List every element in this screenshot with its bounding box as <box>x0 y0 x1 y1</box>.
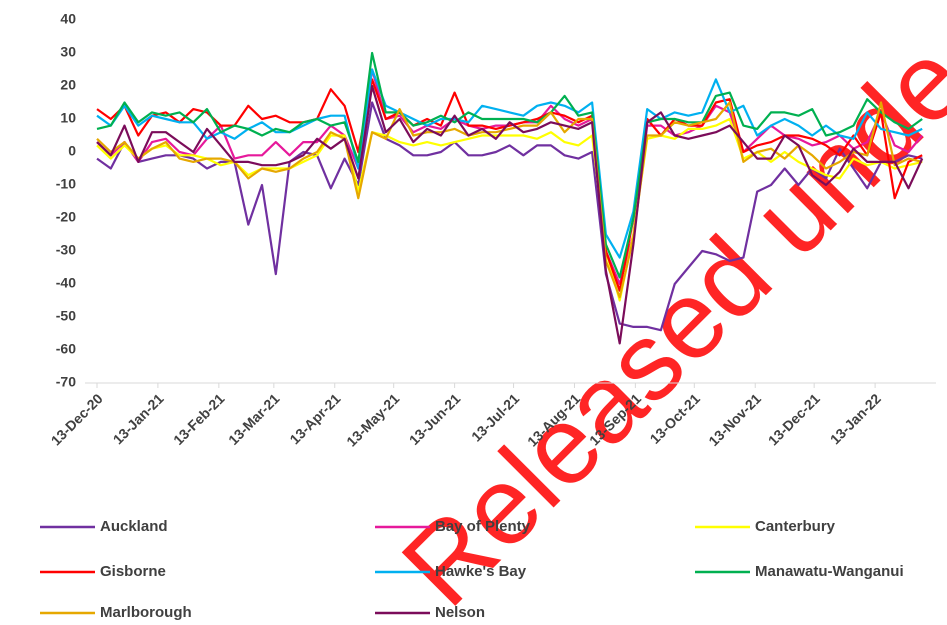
y-tick-label: -10 <box>56 176 76 192</box>
y-tick-label: 10 <box>60 110 76 126</box>
y-tick-label: 0 <box>68 143 76 159</box>
legend-label: Bay of Plenty <box>435 518 531 535</box>
y-tick-label: 20 <box>60 77 76 93</box>
x-tick-label: 13-Nov-21 <box>705 390 764 449</box>
legend-label: Manawatu-Wanganui <box>755 563 904 580</box>
y-tick-label: -60 <box>56 341 76 357</box>
legend-label: Nelson <box>435 604 485 621</box>
x-tick-label: 13-May-21 <box>343 390 402 449</box>
y-tick-label: -20 <box>56 209 76 225</box>
y-tick-label: -30 <box>56 242 76 258</box>
y-tick-label: -40 <box>56 275 76 291</box>
x-tick-label: 13-Feb-21 <box>170 390 228 448</box>
x-tick-label: 13-Jan-21 <box>110 390 167 447</box>
legend-label: Canterbury <box>755 518 836 535</box>
series-line <box>96 84 924 345</box>
x-tick-label: 13-Mar-21 <box>225 390 283 448</box>
y-tick-label: -70 <box>56 374 76 390</box>
x-tick-label: 13-Jun-21 <box>406 390 464 448</box>
y-tick-label: 30 <box>60 44 76 60</box>
x-tick-label: 13-Dec-20 <box>48 390 106 448</box>
legend-label: Auckland <box>100 518 168 535</box>
x-tick-label: 13-Jan-22 <box>827 390 884 447</box>
y-tick-label: -50 <box>56 308 76 324</box>
series-line <box>96 51 923 279</box>
legend-label: Gisborne <box>100 563 166 580</box>
y-tick-label: 40 <box>60 11 76 27</box>
series-line <box>96 68 923 259</box>
x-tick-label: 13-Dec-21 <box>765 390 823 448</box>
legend-label: Hawke's Bay <box>435 563 527 580</box>
legend-label: Marlborough <box>100 604 192 621</box>
x-tick-label: 13-Apr-21 <box>287 390 344 447</box>
